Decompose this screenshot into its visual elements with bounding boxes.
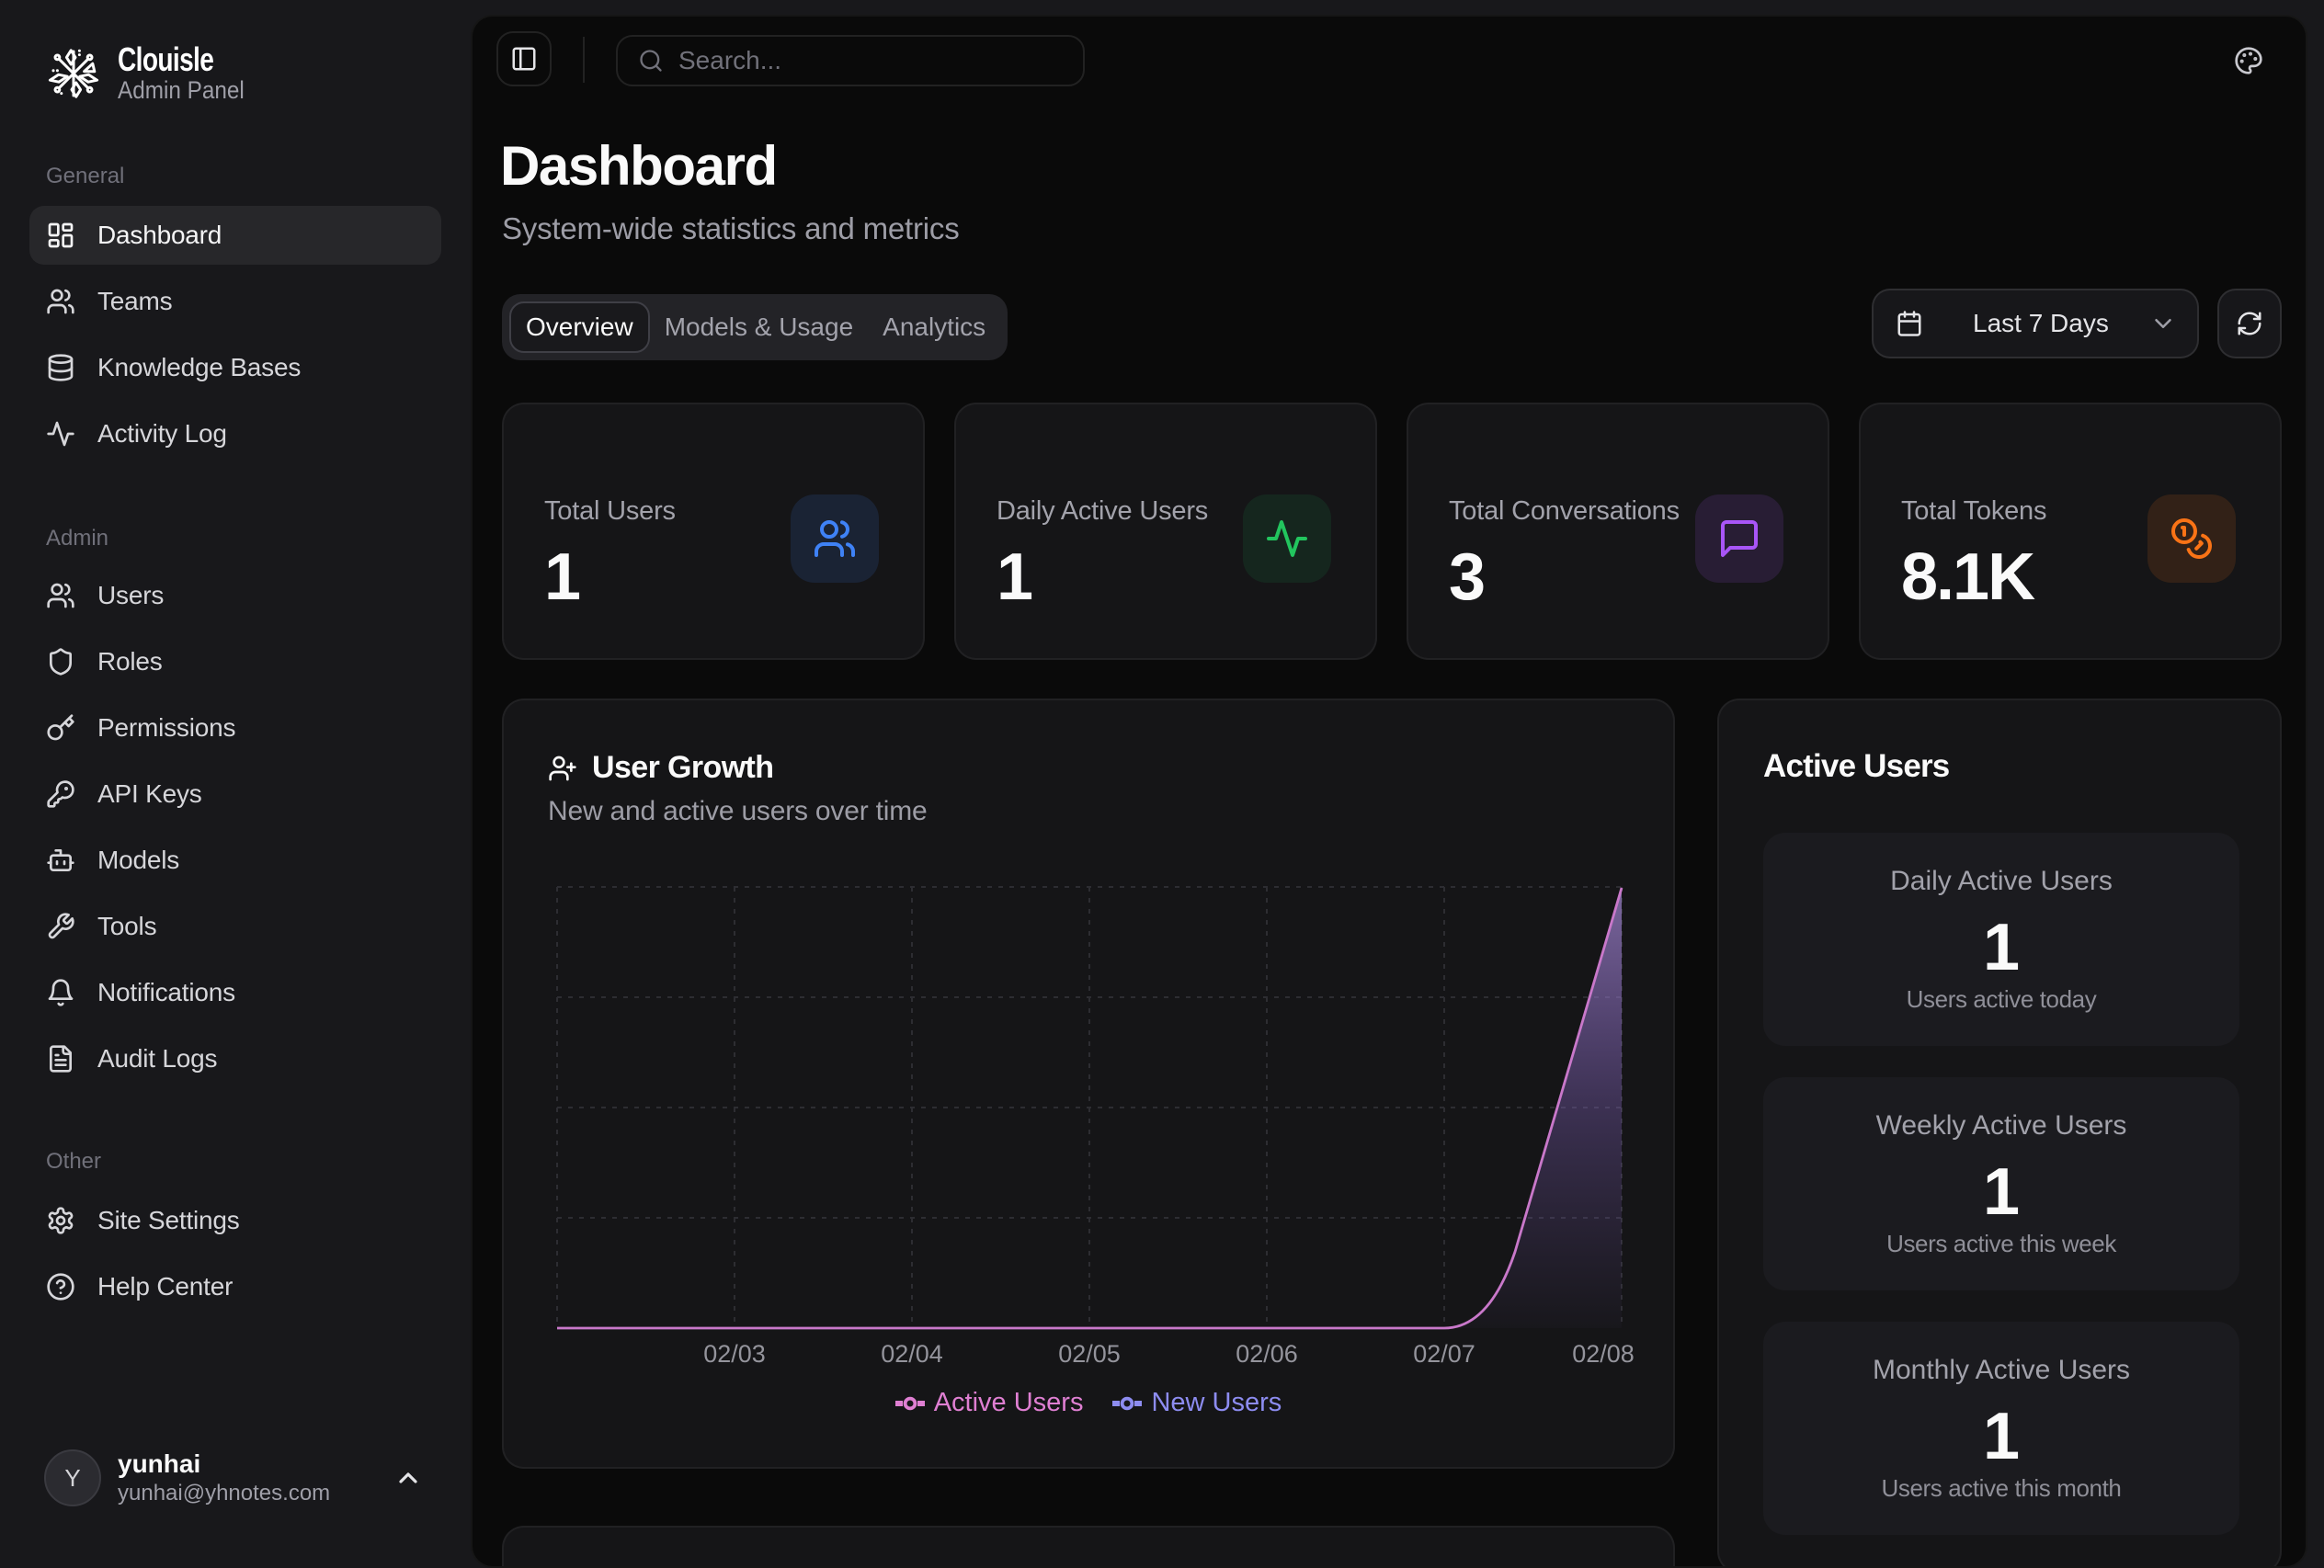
svg-text:02/04: 02/04 [881,1340,943,1368]
svg-text:02/03: 02/03 [703,1340,766,1368]
svg-text:02/05: 02/05 [1058,1340,1121,1368]
svg-text:02/06: 02/06 [1236,1340,1298,1368]
svg-text:02/08: 02/08 [1572,1340,1635,1368]
svg-text:02/07: 02/07 [1413,1340,1475,1368]
